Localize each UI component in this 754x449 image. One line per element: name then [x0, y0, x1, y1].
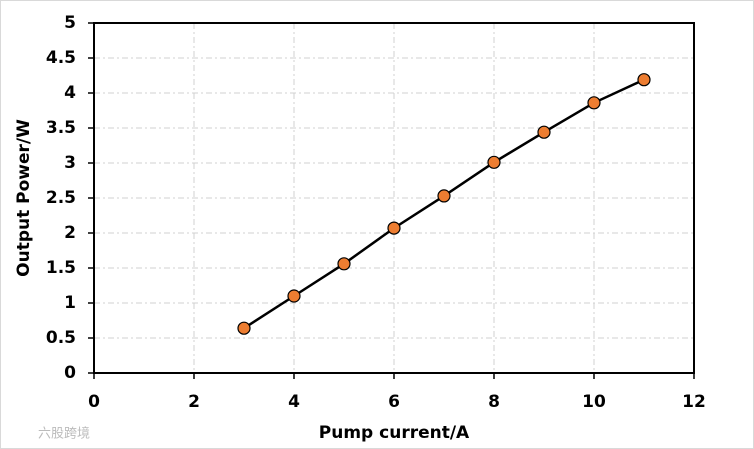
- data-point: [587, 96, 601, 110]
- y-tick-label: 5: [64, 13, 76, 33]
- y-tick-label: 2.5: [46, 188, 76, 208]
- y-tick-label: 3.5: [46, 118, 76, 138]
- data-point: [237, 321, 251, 335]
- x-axis-label: Pump current/A: [319, 423, 470, 443]
- x-tick-label: 2: [188, 392, 200, 412]
- y-tick-label: 3: [64, 153, 76, 173]
- x-tick-label: 4: [288, 392, 300, 412]
- x-tick-label: 8: [488, 392, 500, 412]
- watermark: 六股跨境: [38, 427, 90, 442]
- y-tick-label: 4: [64, 83, 76, 103]
- y-tick-label: 2: [64, 223, 76, 243]
- data-point: [537, 125, 551, 139]
- x-tick-label: 10: [582, 392, 606, 412]
- y-tick-label: 0.5: [46, 328, 76, 348]
- data-point: [387, 221, 401, 235]
- y-axis-label: Output Power/W: [14, 119, 34, 277]
- data-point: [337, 257, 351, 271]
- y-tick-label: 1.5: [46, 258, 76, 278]
- y-tick-label: 0: [64, 363, 76, 383]
- y-tick-label: 4.5: [46, 48, 76, 68]
- data-point: [487, 155, 501, 169]
- y-tick-label: 1: [64, 293, 76, 313]
- data-point: [437, 189, 451, 203]
- x-tick-label: 0: [88, 392, 100, 412]
- x-tick-label: 6: [388, 392, 400, 412]
- x-tick-label: 12: [682, 392, 706, 412]
- data-point: [287, 289, 301, 303]
- data-point: [637, 73, 651, 87]
